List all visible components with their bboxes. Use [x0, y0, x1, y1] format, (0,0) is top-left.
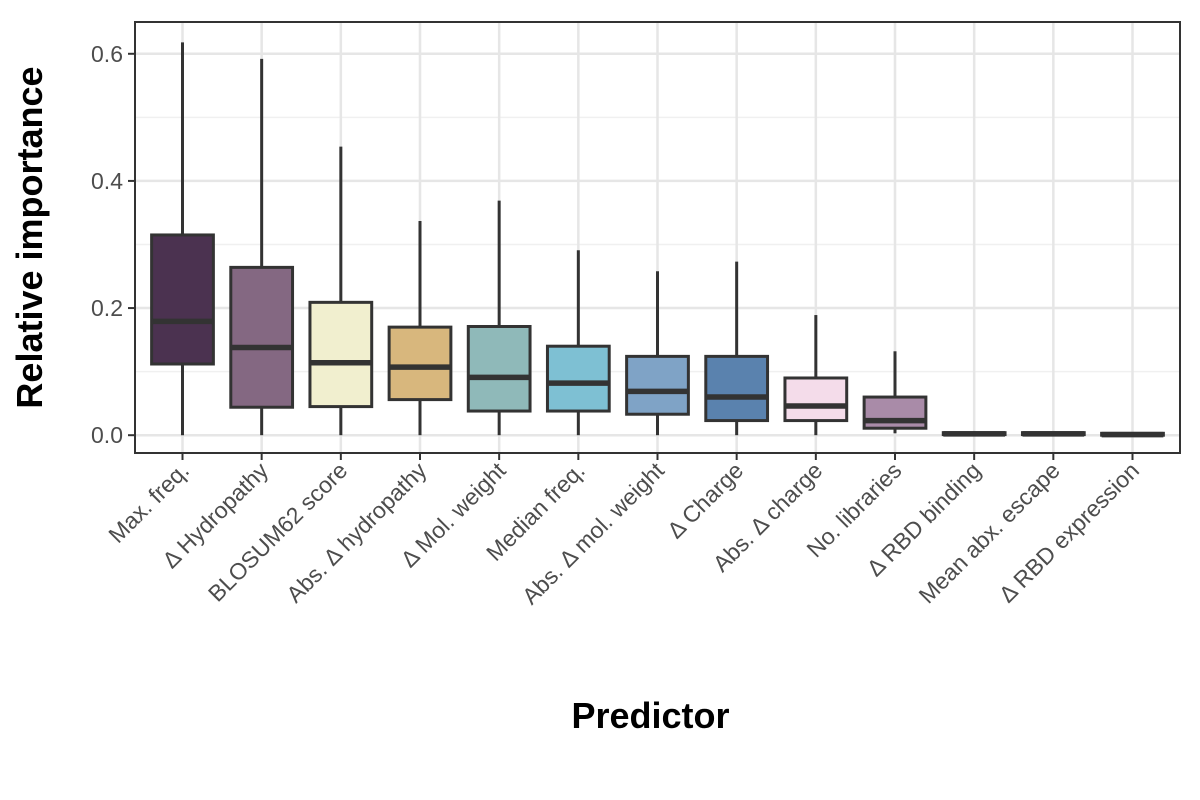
box-7 — [625, 271, 690, 436]
box-body — [150, 233, 215, 366]
box-13 — [1100, 431, 1165, 438]
box-body — [229, 265, 295, 409]
y-axis-title: Relative importance — [9, 66, 50, 408]
box-body — [783, 376, 849, 423]
box-body — [862, 395, 928, 430]
box-body — [704, 354, 770, 423]
box-body — [308, 300, 374, 409]
plot-panel — [134, 21, 1181, 454]
box-9 — [783, 315, 849, 436]
boxes — [150, 42, 1165, 438]
y-axis: 0.0 0.2 0.4 0.6 — [91, 41, 135, 448]
box-body — [625, 354, 690, 416]
box-body — [545, 344, 611, 413]
box-10 — [862, 351, 928, 434]
box-8 — [704, 261, 770, 436]
box-4 — [387, 220, 453, 436]
y-tick-label: 0.6 — [91, 41, 123, 67]
box-3 — [308, 146, 374, 436]
box-5 — [466, 200, 532, 436]
box-11 — [941, 431, 1007, 437]
box-body — [387, 325, 453, 402]
x-axis-title: Predictor — [571, 695, 729, 736]
box-2 — [229, 58, 295, 436]
y-tick-label: 0.2 — [91, 295, 123, 321]
box-body — [466, 324, 532, 413]
box-1 — [150, 42, 215, 436]
box-12 — [1020, 431, 1086, 437]
y-tick-label: 0.0 — [91, 422, 123, 448]
box-6 — [545, 250, 611, 436]
y-tick-label: 0.4 — [91, 168, 123, 194]
